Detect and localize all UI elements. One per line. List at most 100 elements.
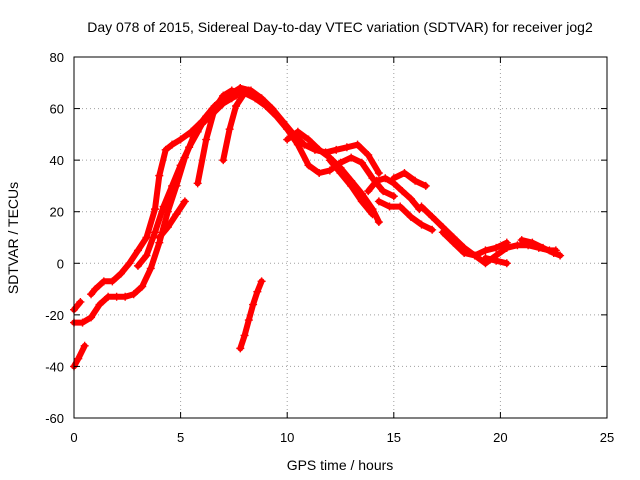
data-point — [368, 174, 377, 183]
series-arc-16 — [389, 169, 430, 190]
data-point — [180, 197, 189, 206]
data-point — [315, 145, 324, 154]
data-point — [539, 243, 548, 252]
data-point — [176, 161, 185, 170]
y-tick-label: 0 — [57, 256, 64, 271]
data-point — [396, 202, 405, 211]
y-tick-label: 20 — [50, 205, 64, 220]
data-point — [342, 143, 351, 152]
data-point — [176, 135, 185, 144]
data-point — [202, 135, 211, 144]
data-point — [400, 169, 409, 178]
x-axis-label: GPS time / hours — [287, 457, 394, 473]
data-point — [227, 86, 236, 95]
data-point — [219, 91, 228, 100]
data-point — [283, 135, 292, 144]
data-point — [202, 112, 211, 121]
data-point — [372, 176, 381, 185]
y-tick-label: -20 — [45, 308, 64, 323]
series-trace — [71, 342, 88, 370]
data-point — [104, 292, 113, 301]
data-point — [138, 282, 147, 291]
data-point — [357, 197, 366, 206]
data-point — [185, 143, 194, 152]
data-point — [438, 228, 447, 237]
x-tick-label: 10 — [280, 430, 294, 445]
data-point — [293, 140, 302, 149]
data-point — [95, 300, 104, 309]
data-point — [163, 223, 172, 232]
data-point — [159, 202, 168, 211]
data-point — [78, 318, 87, 327]
data-point — [332, 145, 341, 154]
data-point — [283, 125, 292, 134]
x-tick-label: 5 — [177, 430, 184, 445]
data-point — [417, 202, 426, 211]
series-trace — [71, 299, 84, 313]
data-point — [142, 251, 151, 260]
data-point — [240, 89, 249, 98]
data-point — [151, 205, 160, 214]
series-arc-19 — [481, 254, 511, 268]
data-point — [133, 246, 142, 255]
data-point — [368, 210, 377, 219]
data-point — [168, 140, 177, 149]
data-point — [142, 233, 151, 242]
series-trace — [390, 170, 429, 189]
data-point — [236, 344, 245, 353]
data-point — [374, 197, 383, 206]
data-point — [492, 256, 501, 265]
data-point — [249, 300, 258, 309]
data-point — [91, 285, 100, 294]
data-point — [406, 212, 415, 221]
data-point — [80, 341, 89, 350]
data-point — [411, 176, 420, 185]
y-tick-label: 80 — [50, 50, 64, 65]
data-point — [460, 248, 469, 257]
data-point — [304, 161, 313, 170]
data-point — [398, 187, 407, 196]
data-point — [193, 127, 202, 136]
data-point — [389, 174, 398, 183]
series-arc-11 — [240, 89, 398, 201]
series-trace — [156, 198, 188, 241]
data-point — [99, 277, 108, 286]
axes: 0 5 10 15 20 25 -60 -40 -20 0 20 40 60 80 — [45, 50, 614, 445]
data-point — [385, 202, 394, 211]
data-point — [421, 181, 430, 190]
data-point — [374, 218, 383, 227]
data-point — [417, 220, 426, 229]
data-point — [112, 292, 121, 301]
data-point — [428, 212, 437, 221]
data-point — [513, 241, 522, 250]
series-arc-14 — [364, 174, 424, 214]
data-point — [244, 316, 253, 325]
data-point — [374, 169, 383, 178]
y-axis-label: SDTVAR / TECUs — [5, 182, 21, 294]
y-tick-label: -40 — [45, 359, 64, 374]
data-point — [406, 194, 415, 203]
data-point — [172, 210, 181, 219]
data-point — [225, 125, 234, 134]
data-point — [315, 169, 324, 178]
data-point — [108, 277, 117, 286]
series-trace — [220, 90, 248, 164]
data-point — [210, 104, 219, 113]
data-point — [161, 145, 170, 154]
data-point — [155, 171, 164, 180]
x-tick-label: 25 — [600, 430, 614, 445]
y-tick-label: -60 — [45, 411, 64, 426]
data-point — [146, 264, 155, 273]
data-point — [449, 238, 458, 247]
data-point — [87, 290, 96, 299]
data-point — [336, 169, 345, 178]
data-point — [219, 156, 228, 165]
data-point — [129, 290, 138, 299]
data-point — [379, 187, 388, 196]
data-point — [481, 246, 490, 255]
series-arc-4 — [87, 89, 238, 299]
y-tick-label: 60 — [50, 102, 64, 117]
series-arc-2 — [70, 297, 85, 314]
data-point — [481, 254, 490, 263]
series-arc-15 — [374, 197, 437, 234]
